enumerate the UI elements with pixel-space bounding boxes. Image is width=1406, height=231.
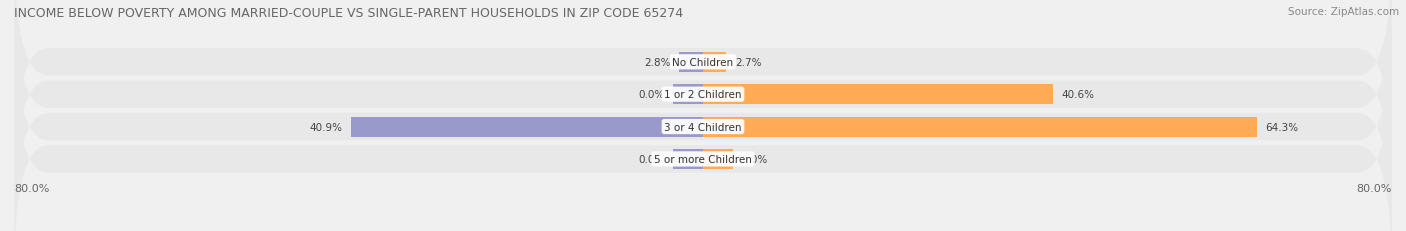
FancyBboxPatch shape bbox=[14, 12, 1392, 231]
Text: No Children: No Children bbox=[672, 58, 734, 67]
FancyBboxPatch shape bbox=[14, 0, 1392, 210]
FancyBboxPatch shape bbox=[14, 0, 1392, 178]
Text: Source: ZipAtlas.com: Source: ZipAtlas.com bbox=[1288, 7, 1399, 17]
Bar bbox=[703, 117, 1257, 137]
Text: 3 or 4 Children: 3 or 4 Children bbox=[664, 122, 742, 132]
Bar bbox=[350, 117, 703, 137]
Text: 5 or more Children: 5 or more Children bbox=[654, 154, 752, 164]
Text: 40.6%: 40.6% bbox=[1062, 90, 1094, 100]
Text: 2.7%: 2.7% bbox=[735, 58, 762, 67]
Bar bbox=[703, 149, 733, 169]
Text: 0.0%: 0.0% bbox=[638, 154, 664, 164]
Text: 40.9%: 40.9% bbox=[309, 122, 342, 132]
Bar bbox=[673, 149, 703, 169]
Text: 64.3%: 64.3% bbox=[1265, 122, 1299, 132]
Text: 80.0%: 80.0% bbox=[1357, 183, 1392, 193]
Text: 0.0%: 0.0% bbox=[638, 90, 664, 100]
Text: 0.0%: 0.0% bbox=[742, 154, 768, 164]
Legend: Married Couples, Single Parents: Married Couples, Single Parents bbox=[588, 228, 818, 231]
Bar bbox=[703, 52, 727, 73]
Text: 80.0%: 80.0% bbox=[14, 183, 49, 193]
Text: INCOME BELOW POVERTY AMONG MARRIED-COUPLE VS SINGLE-PARENT HOUSEHOLDS IN ZIP COD: INCOME BELOW POVERTY AMONG MARRIED-COUPL… bbox=[14, 7, 683, 20]
Bar bbox=[679, 52, 703, 73]
Text: 2.8%: 2.8% bbox=[644, 58, 671, 67]
Bar bbox=[703, 85, 1053, 105]
FancyBboxPatch shape bbox=[14, 44, 1392, 231]
Bar bbox=[673, 85, 703, 105]
Text: 1 or 2 Children: 1 or 2 Children bbox=[664, 90, 742, 100]
